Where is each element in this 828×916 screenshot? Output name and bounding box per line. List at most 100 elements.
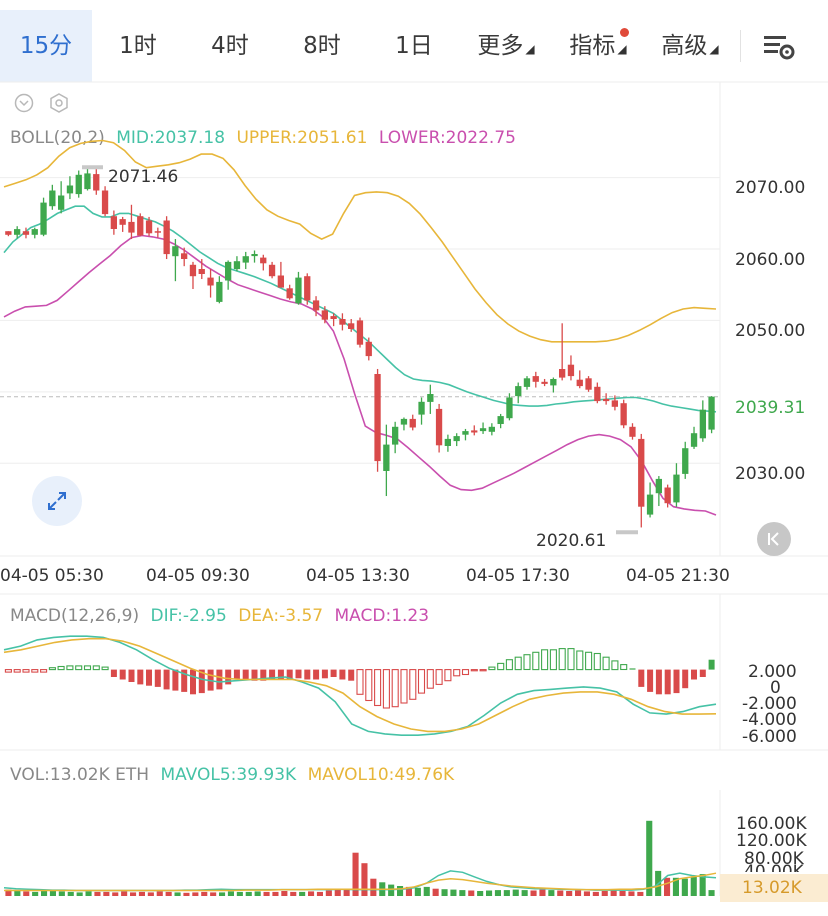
- macd-chart[interactable]: [0, 590, 828, 760]
- volume-bar: [5, 889, 12, 896]
- candle-body: [277, 275, 284, 288]
- volume-bar: [290, 891, 297, 896]
- volume-bar: [592, 891, 599, 896]
- candle-body: [356, 320, 364, 345]
- volume-bar: [192, 892, 199, 896]
- candle-body: [655, 478, 662, 494]
- fullscreen-expand-button[interactable]: [32, 476, 82, 526]
- tab-indicators[interactable]: 指标 ◢: [569, 33, 627, 59]
- volume-bar: [121, 891, 128, 896]
- candle-body: [101, 190, 109, 215]
- volume-bar: [272, 891, 279, 896]
- volume-bar: [583, 891, 590, 896]
- macd-bar: [567, 648, 575, 671]
- volume-bar: [245, 891, 252, 896]
- tab-1d[interactable]: 1日: [395, 33, 433, 59]
- tab-1h[interactable]: 1时: [119, 33, 157, 59]
- macd-lines: [3, 635, 717, 736]
- candle-body: [22, 231, 30, 235]
- macd-bar: [444, 669, 452, 682]
- volume-bar: [281, 891, 288, 896]
- candle-body: [172, 246, 179, 257]
- candle-body: [532, 376, 539, 382]
- price-axis-label: 2070.00: [735, 178, 806, 198]
- volume-bar: [699, 874, 706, 896]
- macd-bar: [251, 669, 258, 681]
- macd-bar: [435, 669, 443, 685]
- volume-bar: [94, 891, 101, 896]
- price-grid: [0, 81, 828, 557]
- macd-bar: [154, 669, 161, 687]
- volume-bar: [628, 891, 635, 896]
- tab-4h[interactable]: 4时: [211, 33, 249, 59]
- macd-dif-value: DIF:-2.95: [150, 606, 227, 626]
- volume-bar: [316, 891, 323, 896]
- candle-body: [611, 400, 618, 407]
- collapse-chevron-icon[interactable]: [14, 93, 34, 113]
- macd-bar: [330, 669, 337, 677]
- tab-more[interactable]: 更多 ◢: [477, 33, 535, 59]
- macd-bar: [417, 669, 426, 694]
- candle-body: [75, 174, 82, 195]
- candle-body: [40, 202, 47, 235]
- macd-bar: [497, 662, 505, 671]
- time-axis-label: 04-05 17:30: [466, 566, 570, 586]
- macd-bar: [119, 669, 126, 680]
- volume-chart[interactable]: [0, 790, 828, 916]
- macd-bar: [655, 669, 662, 695]
- volume-bar: [343, 888, 350, 896]
- volume-bar: [423, 886, 430, 896]
- boll-lower-value: LOWER:2022.75: [378, 128, 516, 148]
- boll-lower-line: [3, 234, 717, 516]
- candle-body: [585, 378, 592, 390]
- volume-bar: [681, 878, 688, 896]
- candle-body: [594, 386, 601, 402]
- skip-to-end-icon: [768, 532, 779, 546]
- macd-bar: [541, 649, 549, 671]
- volume-bar: [566, 891, 573, 896]
- candle-body: [58, 195, 65, 210]
- volume-bar: [646, 820, 653, 896]
- candle-body: [638, 438, 645, 507]
- candle-body: [128, 221, 135, 233]
- chart-settings-icon[interactable]: [758, 28, 798, 64]
- notification-dot: [620, 28, 629, 37]
- volume-bar: [450, 889, 457, 896]
- candle-body: [400, 418, 408, 425]
- macd-axis-label: -4.000: [742, 710, 797, 730]
- macd-axis-label: -6.000: [742, 727, 797, 747]
- volume-bar: [183, 892, 190, 896]
- macd-bar: [313, 669, 320, 680]
- macd-bar: [260, 669, 267, 681]
- volume-bar: [575, 890, 582, 896]
- candle-body: [682, 448, 689, 474]
- tab-advanced[interactable]: 高级 ◢: [661, 33, 719, 59]
- macd-bar: [128, 669, 135, 682]
- volume-bar: [112, 892, 119, 896]
- macd-bar: [585, 651, 593, 671]
- expand-icon: [48, 492, 66, 510]
- macd-bar: [647, 669, 654, 692]
- time-axis-label: 04-05 13:30: [306, 566, 410, 586]
- price-chart[interactable]: [0, 0, 828, 560]
- volume-bar: [610, 890, 617, 896]
- volume-name: VOL:13.02K ETH: [10, 765, 150, 785]
- candle-body: [304, 276, 311, 301]
- macd-grid: [0, 593, 828, 751]
- macd-bar: [216, 669, 223, 690]
- candle-body: [181, 253, 188, 259]
- volume-axis-label: 120.00K: [736, 831, 807, 851]
- candle-body: [260, 257, 267, 264]
- candle-body: [154, 231, 161, 233]
- macd-bar: [620, 664, 628, 671]
- timeframe-tabbar: 15分 1时 4时 8时 1日 更多 ◢ 指标 ◢ 高级 ◢: [0, 10, 828, 82]
- tab-8h[interactable]: 8时: [303, 33, 341, 59]
- macd-bar: [426, 669, 434, 689]
- macd-bar: [339, 669, 346, 680]
- scroll-to-latest-button[interactable]: [757, 522, 791, 556]
- indicator-settings-icon[interactable]: [48, 92, 70, 114]
- macd-bar: [400, 669, 408, 704]
- candle-body: [550, 379, 557, 386]
- volume-bar: [539, 889, 546, 896]
- tab-15min[interactable]: 15分: [0, 10, 92, 82]
